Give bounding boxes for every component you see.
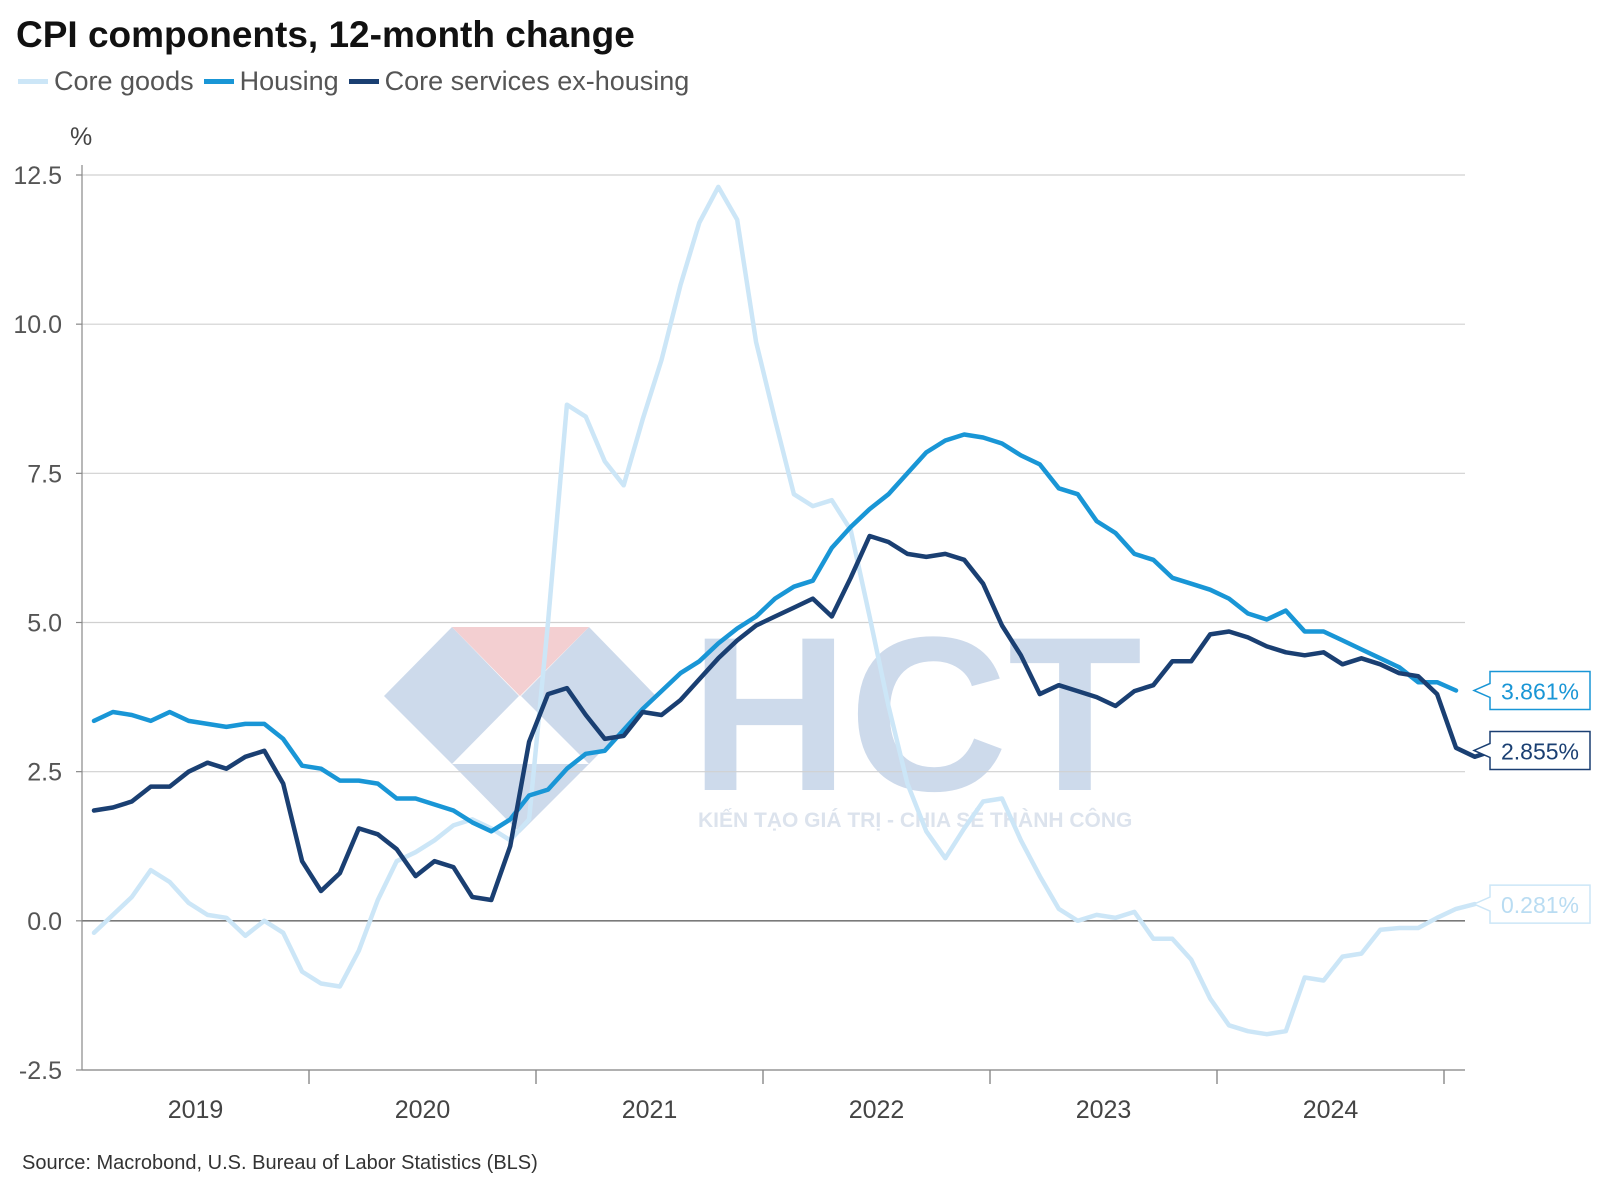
legend-item-housing: Housing: [203, 66, 339, 97]
grid-lines: [82, 174, 1465, 1071]
legend-label-core-services: Core services ex-housing: [384, 66, 690, 96]
chart-title: CPI components, 12-month change: [16, 14, 635, 55]
series-line-core-goods: [91, 184, 1478, 1037]
legend-label-core-goods: Core goods: [54, 66, 194, 96]
y-tick-label: 2.5: [27, 759, 62, 787]
y-tick-label: 5.0: [27, 610, 62, 638]
x-tick-label: 2022: [849, 1096, 905, 1124]
end-label-box-core-goods: [1472, 884, 1591, 924]
chart-legend: Core goods Housing Core services ex-hous…: [18, 66, 699, 97]
end-label-box-housing: [1472, 670, 1591, 711]
y-axis-label: %: [70, 123, 92, 151]
axes: 12.5 10.0 7.5 5.0 2.5 0.0 -2.5% 2019 2020 2021 202…: [13, 123, 1465, 1124]
end-labels: 0.281% 3.861% 2.855%: [1472, 670, 1591, 924]
watermark-diamond-left: [384, 627, 519, 764]
legend-label-housing: Housing: [239, 66, 339, 96]
x-tick-label: 2021: [622, 1096, 678, 1124]
watermark-triangle-top: [452, 627, 589, 696]
end-label-housing: 3.861%: [1501, 678, 1579, 704]
y-tick-label: -2.5: [19, 1057, 62, 1085]
series-line-housing: [91, 432, 1459, 834]
x-tick-label: 2024: [1303, 1096, 1359, 1124]
legend-swatch-core-goods: [18, 79, 48, 84]
y-tick-label: 7.5: [27, 460, 62, 488]
watermark-logo-text: HCT: [690, 591, 1142, 837]
y-tick-label: 10.0: [13, 311, 62, 339]
y-tick-label: 12.5: [13, 162, 62, 190]
series-lines: [91, 184, 1497, 1037]
x-tick-label: 2023: [1076, 1096, 1132, 1124]
legend-swatch-housing: [203, 79, 234, 84]
y-tick-label: 0.0: [27, 908, 62, 936]
legend-item-core-services: Core services ex-housing: [348, 66, 690, 97]
legend-swatch-core-services: [348, 79, 379, 84]
end-label-box-core-services: [1472, 730, 1591, 771]
x-tick-label: 2019: [168, 1096, 224, 1124]
end-label-core-services: 2.855%: [1501, 738, 1579, 764]
x-tick-label: 2020: [395, 1096, 451, 1124]
source-note: Source: Macrobond, U.S. Bureau of Labor …: [22, 1152, 538, 1174]
legend-item-core-goods: Core goods: [18, 66, 194, 97]
watermark-logo: HCT KIẾN TẠO GIÁ TRỊ - CHIA SẺ THÀNH CÔN…: [384, 591, 1142, 837]
series-line-core-services: [91, 533, 1497, 903]
watermark-tagline: KIẾN TẠO GIÁ TRỊ - CHIA SẺ THÀNH CÔNG: [698, 808, 1132, 832]
end-label-core-goods: 0.281%: [1501, 892, 1579, 918]
